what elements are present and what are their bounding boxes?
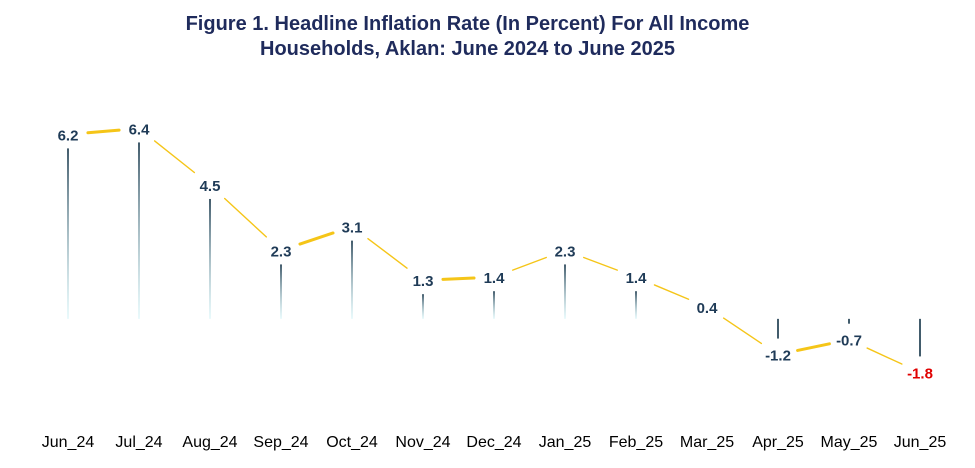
- drop-line-jan_25: [564, 264, 566, 319]
- x-tick-label-mar_25: Mar_25: [680, 434, 734, 451]
- data-label-aug_24: 4.5: [200, 178, 221, 195]
- x-tick-label-jul_24: Jul_24: [115, 434, 162, 451]
- drop-line-jun_25: [919, 318, 921, 357]
- data-label-apr_25: -1.2: [765, 348, 791, 365]
- data-label-sep_24: 2.3: [271, 243, 292, 260]
- drop-line-jul_24: [138, 142, 140, 319]
- series-line: [86, 128, 903, 365]
- drop-line-sep_24: [280, 264, 282, 319]
- chart-title: Figure 1. Headline Inflation Rate (In Pe…: [20, 12, 915, 62]
- line-segment-8: [653, 284, 690, 300]
- chart-title-line-1: Figure 1. Headline Inflation Rate (In Pe…: [185, 13, 750, 35]
- x-tick-label-aug_24: Aug_24: [182, 434, 237, 451]
- line-segment-9: [722, 317, 763, 345]
- data-label-nov_24: 1.3: [413, 273, 434, 290]
- data-label-jun_25: -1.8: [907, 365, 933, 382]
- line-segment-6: [512, 256, 547, 271]
- x-tick-label-jun_25: Jun_25: [894, 434, 947, 451]
- line-segment-3: [298, 231, 335, 246]
- line-segment-7: [583, 256, 618, 271]
- drop-line-jun_24: [67, 148, 69, 319]
- x-tick-label-dec_24: Dec_24: [466, 434, 521, 451]
- drop-line-apr_25: [777, 318, 779, 339]
- data-label-jan_25: 2.3: [555, 243, 576, 260]
- x-tick-label-jan_25: Jan_25: [539, 434, 592, 451]
- drop-line-oct_24: [351, 240, 353, 319]
- x-tick-label-nov_24: Nov_24: [395, 434, 450, 451]
- line-segment-10: [796, 342, 831, 352]
- data-label-jul_24: 6.4: [129, 121, 151, 138]
- data-labels: 6.2 6.4 4.5 2.3 3.1 1.3 1.4 2.3 1.4 0.4 -1.2 -0.7 -1…: [58, 121, 933, 382]
- x-tick-label-jun_24: Jun_24: [42, 434, 95, 451]
- line-segment-11: [866, 347, 903, 365]
- x-tick-label-sep_24: Sep_24: [253, 434, 308, 451]
- x-tick-label-apr_25: Apr_25: [752, 434, 804, 451]
- line-segment-4: [367, 237, 408, 269]
- line-segment-0: [86, 128, 121, 135]
- data-label-feb_25: 1.4: [626, 270, 648, 287]
- drop-line-aug_24: [209, 198, 211, 319]
- drop-lines: [67, 142, 921, 357]
- line-segment-2: [224, 197, 267, 238]
- drop-line-nov_24: [422, 294, 424, 319]
- data-label-oct_24: 3.1: [342, 220, 363, 237]
- chart-title-line-2: Households, Aklan: June 2024 to June 202…: [260, 38, 675, 60]
- data-label-mar_25: 0.4: [697, 300, 719, 317]
- x-tick-label-may_25: May_25: [821, 434, 878, 451]
- x-tick-label-oct_24: Oct_24: [326, 434, 378, 451]
- data-label-jun_24: 6.2: [58, 127, 79, 144]
- x-axis: Jun_24 Jul_24 Aug_24 Sep_24 Oct_24 Nov_24 Dec_…: [42, 434, 947, 451]
- drop-line-dec_24: [493, 291, 495, 319]
- data-label-dec_24: 1.4: [484, 270, 506, 287]
- line-segment-1: [153, 140, 196, 174]
- drop-line-feb_25: [635, 291, 637, 319]
- drop-line-may_25: [848, 318, 850, 324]
- data-label-may_25: -0.7: [836, 333, 862, 350]
- x-tick-label-feb_25: Feb_25: [609, 434, 663, 451]
- line-segment-5: [441, 276, 476, 281]
